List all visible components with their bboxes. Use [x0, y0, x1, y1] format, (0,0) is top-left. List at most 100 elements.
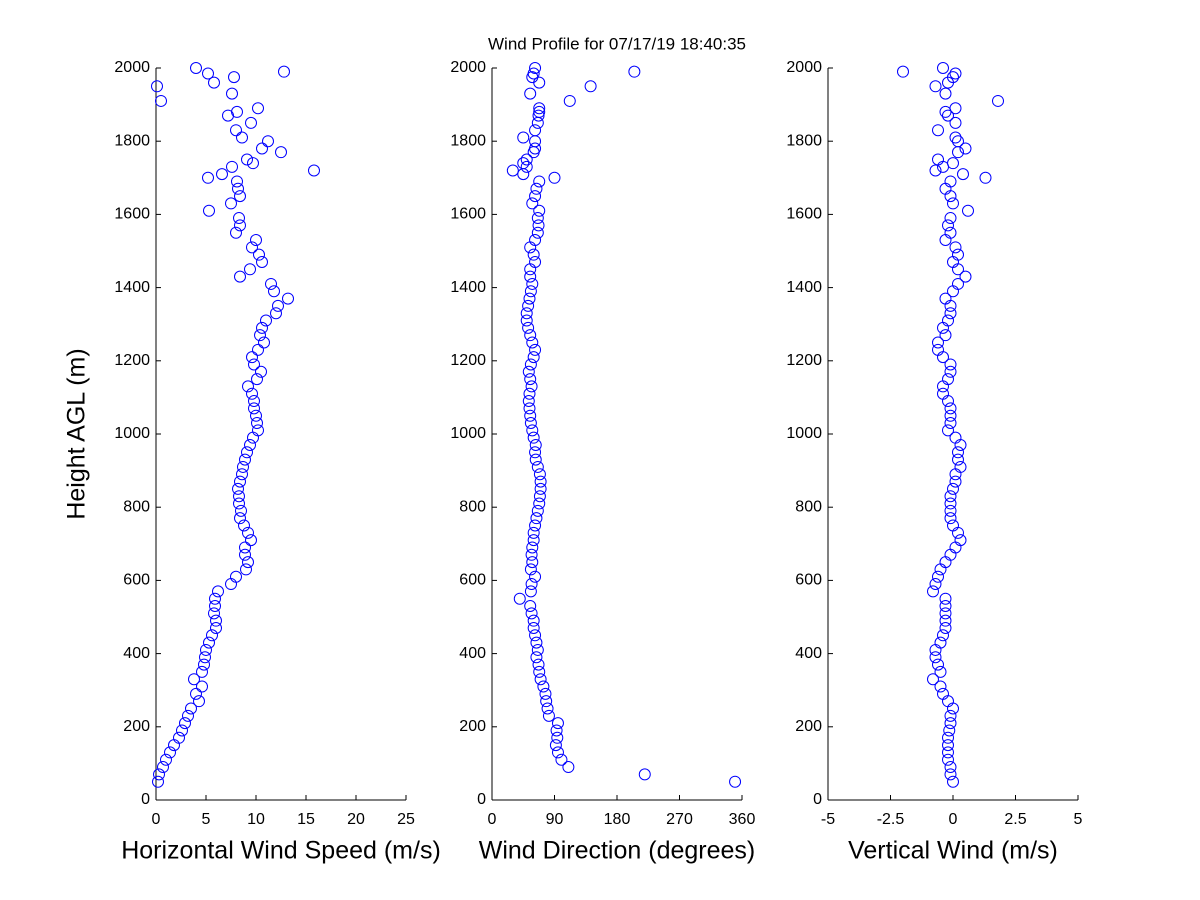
point: [506, 164, 519, 177]
point: [525, 607, 538, 620]
point: [551, 731, 564, 744]
point: [256, 255, 268, 268]
y-tick-label: 0: [477, 791, 486, 808]
point: [272, 299, 284, 312]
x-tick-label: 2.5: [1004, 811, 1026, 828]
point: [942, 395, 954, 408]
point: [527, 614, 540, 627]
point: [524, 600, 537, 613]
point: [932, 153, 944, 166]
point: [937, 380, 949, 393]
x-tick-label: 10: [247, 811, 265, 828]
point: [939, 592, 952, 605]
point: [242, 556, 254, 569]
point: [242, 526, 254, 539]
point: [954, 438, 967, 451]
point: [927, 585, 939, 598]
point: [897, 65, 909, 78]
point: [934, 563, 947, 576]
point: [270, 307, 282, 320]
point: [247, 157, 259, 170]
point: [944, 358, 957, 371]
point: [541, 702, 554, 715]
point: [949, 541, 962, 554]
point: [944, 717, 957, 730]
point: [944, 212, 957, 225]
point: [929, 164, 942, 177]
point: [522, 321, 535, 334]
point: [939, 556, 952, 569]
point: [944, 402, 957, 415]
point: [527, 534, 540, 547]
point: [551, 746, 564, 759]
y-tick-label: 0: [141, 791, 150, 808]
point: [517, 157, 530, 170]
point: [529, 255, 542, 268]
point: [153, 768, 165, 781]
point: [245, 534, 257, 547]
point: [232, 482, 244, 495]
point: [527, 248, 540, 261]
point: [531, 504, 544, 517]
y-tick-label: 1200: [450, 352, 486, 369]
point: [529, 453, 542, 466]
point: [937, 62, 949, 74]
point: [532, 658, 545, 671]
y-tick-label: 1800: [786, 132, 822, 149]
y-tick-label: 2000: [450, 59, 486, 76]
point: [534, 475, 547, 488]
point: [185, 702, 197, 715]
point: [939, 234, 952, 247]
point: [200, 643, 212, 656]
y-tick-label: 0: [813, 791, 822, 808]
point: [526, 556, 539, 569]
point: [529, 570, 542, 583]
point: [231, 175, 243, 188]
point: [540, 695, 553, 708]
point: [208, 607, 220, 620]
point: [947, 197, 959, 210]
point: [517, 131, 530, 144]
point: [202, 171, 214, 184]
point: [952, 446, 964, 459]
y-tick-label: 2000: [114, 59, 150, 76]
point: [934, 665, 947, 678]
point: [228, 71, 240, 84]
point: [212, 585, 224, 598]
point: [265, 277, 277, 290]
point: [932, 570, 944, 583]
point: [236, 468, 248, 481]
point: [523, 292, 536, 305]
point: [202, 67, 214, 80]
point: [532, 109, 545, 122]
point: [947, 285, 959, 298]
point: [176, 724, 188, 737]
point: [179, 717, 191, 730]
x-tick-label: 5: [202, 811, 211, 828]
point: [949, 67, 962, 80]
point: [232, 182, 244, 195]
point: [944, 761, 957, 774]
point: [527, 351, 540, 364]
point: [550, 724, 563, 737]
point: [932, 124, 944, 137]
point: [523, 387, 536, 400]
point: [529, 629, 542, 642]
point: [551, 717, 564, 730]
point: [729, 775, 742, 788]
point: [244, 438, 256, 451]
point: [203, 636, 215, 649]
y-tick-label: 1600: [450, 206, 486, 223]
point: [254, 329, 266, 342]
point: [944, 417, 957, 430]
point: [959, 142, 972, 155]
point: [527, 431, 540, 444]
point: [942, 731, 954, 744]
point: [513, 592, 526, 605]
x-tick-label: 0: [152, 811, 161, 828]
point: [942, 739, 954, 752]
y-tick-label: 200: [459, 718, 486, 735]
point: [239, 453, 251, 466]
point: [524, 373, 537, 386]
point: [226, 160, 238, 173]
